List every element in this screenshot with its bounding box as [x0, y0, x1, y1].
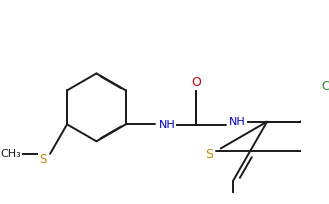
Text: CH₃: CH₃ [0, 149, 21, 159]
Text: NH: NH [159, 120, 175, 130]
Text: O: O [191, 76, 201, 89]
Text: NH: NH [229, 117, 246, 127]
Text: S: S [205, 148, 213, 161]
Text: Cl: Cl [321, 80, 329, 93]
Text: S: S [39, 153, 47, 166]
